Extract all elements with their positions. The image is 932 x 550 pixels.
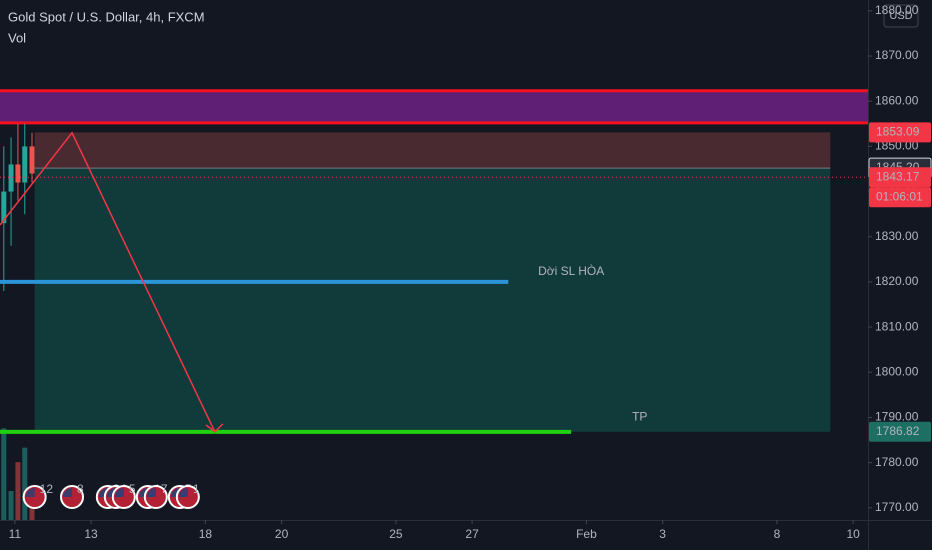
candle-body [29, 146, 35, 174]
x-tick-label: 10 [846, 527, 860, 541]
candle-body [22, 146, 28, 183]
volume-bar [8, 491, 14, 520]
event-flag-canton [63, 488, 73, 497]
x-tick-label: 8 [774, 527, 781, 541]
event-count: 12 [40, 482, 54, 496]
countdown-box [869, 187, 931, 208]
resistance-zone [0, 90, 868, 123]
price-label: 1843.17 [876, 169, 920, 183]
price-label: 1786.82 [876, 424, 920, 438]
candle-body [1, 191, 7, 224]
y-tick-label: 1780.00 [875, 455, 919, 469]
volume-legend: Vol [8, 30, 26, 45]
volume-bar [15, 462, 21, 520]
arrow-head [205, 423, 224, 433]
currency-button[interactable] [883, 4, 919, 28]
x-tick-label: 3 [659, 527, 666, 541]
y-tick-label: 1880.00 [875, 3, 919, 17]
x-tick-label: 18 [199, 527, 213, 541]
price-label-box [869, 421, 931, 442]
x-tick-label: 20 [275, 527, 289, 541]
volume-bar [1, 428, 7, 520]
price-label-box [869, 122, 931, 143]
y-tick-label: 1770.00 [875, 500, 919, 514]
y-tick-label: 1870.00 [875, 48, 919, 62]
line-label: Dời SL HÒA [538, 263, 604, 278]
price-label-box [869, 167, 931, 188]
event-flag-canton [114, 488, 124, 497]
projection-arrow [0, 131, 216, 433]
price-label: 1853.09 [876, 125, 920, 139]
loss-zone [34, 132, 831, 169]
event-flag-canton [25, 488, 35, 497]
x-tick-label: 25 [389, 527, 403, 541]
y-tick-label: 1810.00 [875, 319, 919, 333]
event-count: 5 [129, 482, 136, 496]
candle-body [8, 164, 14, 192]
profit-zone [34, 168, 831, 432]
x-tick-label: 11 [9, 527, 22, 541]
x-tick-label: Feb [576, 527, 597, 541]
event-count: 1 [193, 482, 200, 496]
line-label: TP [632, 410, 647, 424]
y-tick-label: 1800.00 [875, 364, 919, 378]
currency-label[interactable]: USD [889, 10, 912, 22]
event-count: 7 [161, 482, 168, 496]
y-tick-label: 1830.00 [875, 229, 919, 243]
symbol-title: Gold Spot / U.S. Dollar, 4h, FXCM [8, 9, 205, 24]
volume-bar [22, 447, 28, 520]
event-flag-canton [146, 488, 156, 497]
y-tick-label: 1860.00 [875, 93, 919, 107]
candle-body [15, 164, 21, 183]
x-tick-label: 27 [465, 527, 479, 541]
event-count: 8 [77, 482, 84, 496]
plot-area: Dời SL HÒATP1288154751 [0, 89, 868, 520]
y-tick-label: 1820.00 [875, 274, 919, 288]
y-tick-label: 1790.00 [875, 410, 919, 424]
countdown: 01:06:01 [876, 189, 923, 203]
event-flag-canton [178, 488, 188, 497]
x-tick-label: 13 [84, 527, 98, 541]
